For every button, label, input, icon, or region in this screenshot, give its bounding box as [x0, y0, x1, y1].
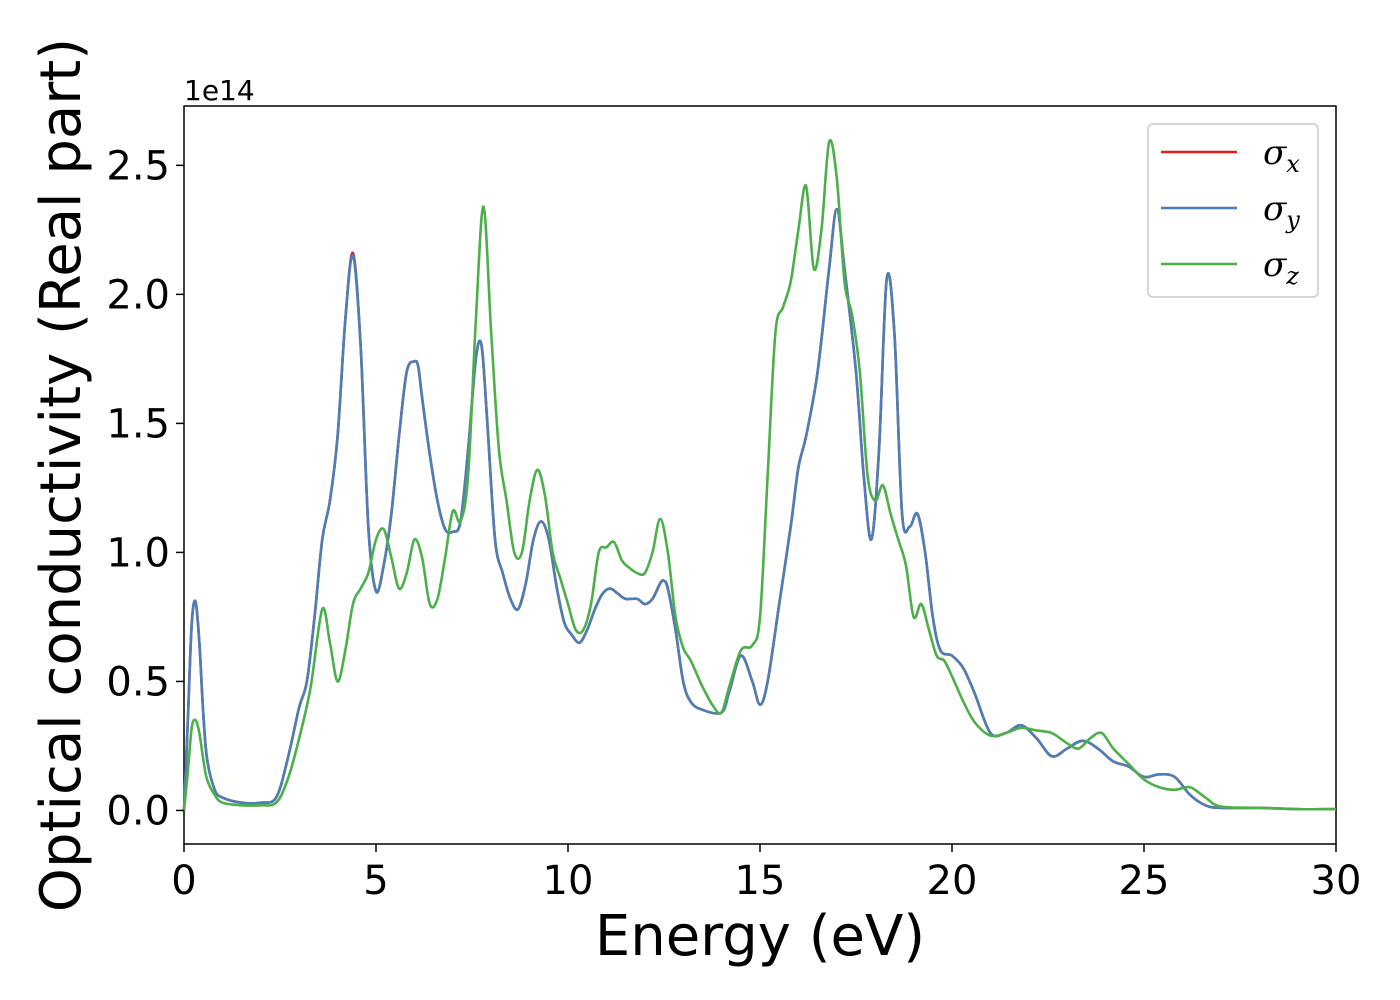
series-line-z: [182, 138, 1337, 811]
x-tick-label: 20: [927, 858, 978, 904]
legend-label-x: σx: [1263, 133, 1300, 178]
y-axis-title: Optical conductivity (Real part): [29, 38, 94, 912]
legend-label-z: σz: [1263, 245, 1299, 290]
y-tick-label: 1.5: [106, 401, 170, 447]
legend-entries: σx σy σz: [1161, 133, 1300, 290]
series-line-y: [182, 207, 1337, 811]
y-tick-label: 0.0: [106, 788, 170, 834]
legend-label-y: σy: [1263, 189, 1300, 234]
y-tick-label: 0.5: [106, 659, 170, 705]
y-tick-label: 1.0: [106, 530, 170, 576]
x-axis-ticks: 0 5 10 15 20 25 30: [171, 844, 1361, 904]
plot-frame: [183, 105, 1337, 845]
y-tick-label: 2.0: [106, 272, 170, 318]
x-tick-label: 25: [1119, 858, 1170, 904]
legend-box: [1147, 123, 1319, 298]
x-tick-label: 10: [543, 858, 594, 904]
x-tick-label: 5: [363, 858, 388, 904]
x-axis-title: Energy (eV): [595, 904, 925, 969]
x-tick-label: 0: [171, 858, 196, 904]
x-tick-label: 30: [1311, 858, 1362, 904]
x-tick-label: 15: [735, 858, 786, 904]
y-offset-label: 1e14: [184, 74, 255, 107]
y-axis-ticks: 0.0 0.5 1.0 1.5 2.0 2.5: [106, 143, 184, 834]
y-tick-label: 2.5: [106, 143, 170, 189]
series-group: [182, 138, 1337, 811]
legend: σx σy σz: [1147, 123, 1319, 298]
